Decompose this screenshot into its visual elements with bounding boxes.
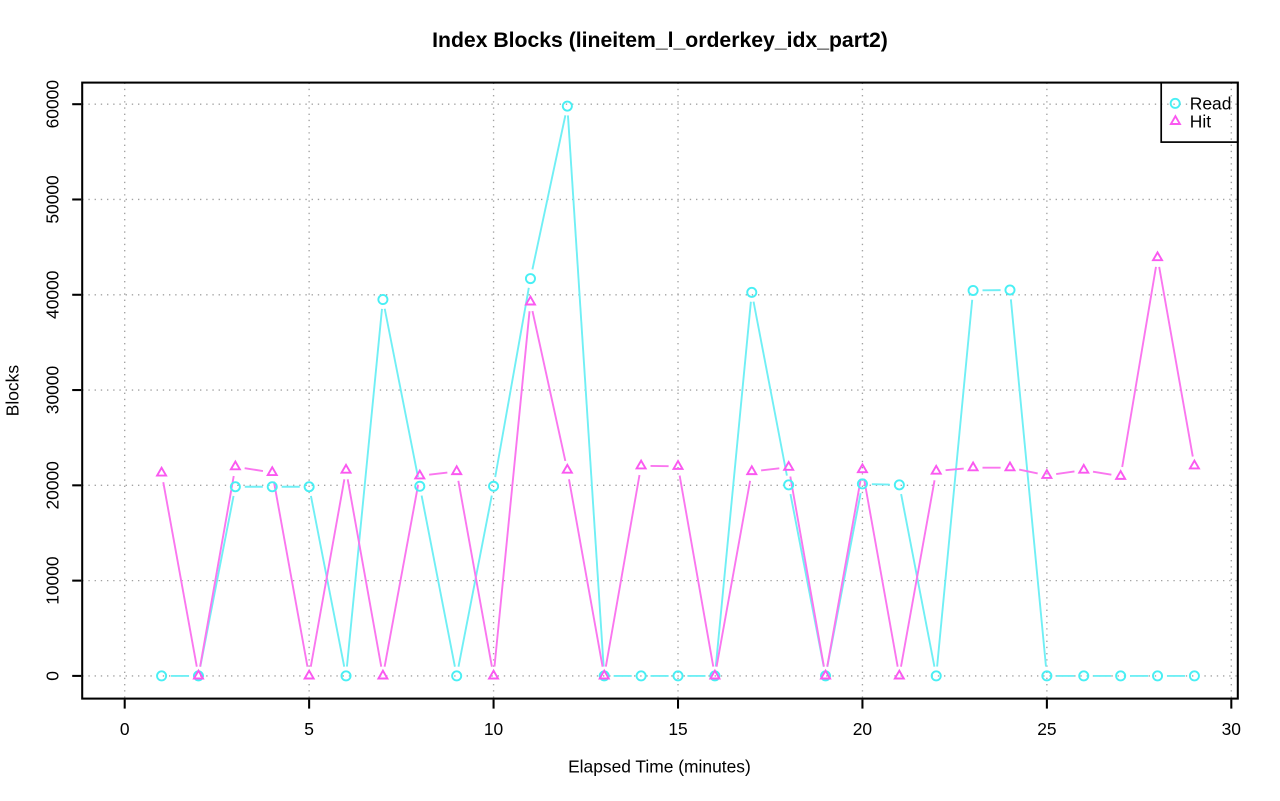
svg-text:Read: Read — [1190, 93, 1232, 113]
svg-text:Index Blocks (lineitem_l_order: Index Blocks (lineitem_l_orderkey_idx_pa… — [432, 29, 888, 52]
svg-text:10: 10 — [484, 719, 503, 739]
svg-text:Hit: Hit — [1190, 111, 1211, 131]
svg-text:Blocks: Blocks — [3, 365, 23, 417]
svg-text:30000: 30000 — [43, 366, 63, 414]
svg-text:20: 20 — [853, 719, 872, 739]
svg-text:5: 5 — [304, 719, 314, 739]
svg-text:15: 15 — [668, 719, 687, 739]
svg-text:40000: 40000 — [43, 271, 63, 319]
svg-text:25: 25 — [1037, 719, 1056, 739]
svg-text:50000: 50000 — [43, 175, 63, 223]
svg-text:10000: 10000 — [43, 556, 63, 604]
svg-text:0: 0 — [120, 719, 130, 739]
svg-text:Elapsed Time (minutes): Elapsed Time (minutes) — [568, 757, 751, 777]
svg-text:0: 0 — [43, 671, 63, 681]
svg-text:30: 30 — [1222, 719, 1241, 739]
svg-text:60000: 60000 — [43, 80, 63, 128]
svg-text:20000: 20000 — [43, 461, 63, 509]
